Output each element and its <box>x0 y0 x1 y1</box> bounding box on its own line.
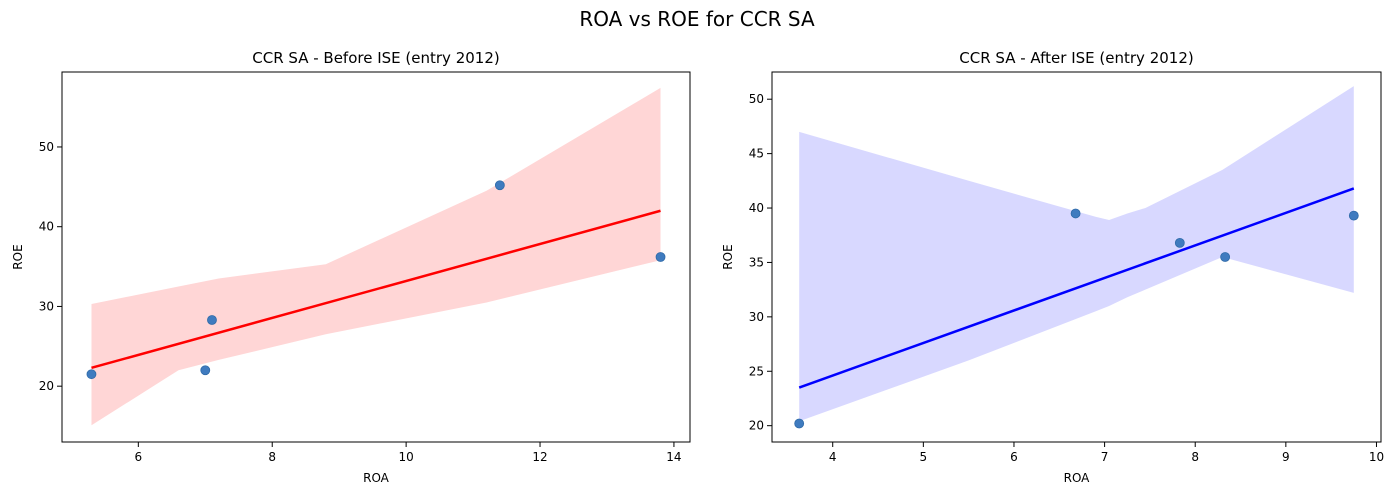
x-tick-label: 4 <box>829 450 837 464</box>
y-tick-label: 50 <box>749 92 764 106</box>
x-tick-label: 7 <box>1101 450 1109 464</box>
data-point <box>200 365 211 376</box>
x-tick-label: 10 <box>1369 450 1384 464</box>
x-tick-label: 10 <box>398 450 413 464</box>
data-point <box>1348 210 1359 221</box>
x-tick-label: 8 <box>268 450 276 464</box>
y-tick-label: 20 <box>39 379 54 393</box>
plot-frame <box>61 71 691 443</box>
y-tick-label: 25 <box>749 364 764 378</box>
y-axis-label: ROE <box>11 244 25 269</box>
x-tick-label: 5 <box>920 450 928 464</box>
regression-line <box>798 187 1355 389</box>
data-point <box>1070 208 1081 219</box>
data-point <box>655 252 666 262</box>
y-tick-label: 45 <box>749 147 764 161</box>
y-tick-label: 50 <box>39 140 54 154</box>
plot-frame <box>771 71 1382 443</box>
y-tick-label: 30 <box>39 299 54 313</box>
x-tick-label: 14 <box>666 450 681 464</box>
y-tick-label: 35 <box>749 255 764 269</box>
regression-line <box>91 209 661 370</box>
x-axis-label: ROA <box>1064 471 1091 485</box>
chart-before-ise: 6 8 10 12 14 20 30 40 50 CCR SA - Before ISE (ent… <box>11 49 691 485</box>
confidence-band <box>799 86 1354 422</box>
chart-title: CCR SA - Before ISE (entry 2012) <box>252 49 499 67</box>
data-point <box>794 418 805 429</box>
confidence-band <box>91 87 661 426</box>
x-tick-label: 9 <box>1282 450 1290 464</box>
chart-title: CCR SA - After ISE (entry 2012) <box>959 49 1193 67</box>
figure-title: ROA vs ROE for CCR SA <box>579 7 815 31</box>
y-tick-label: 20 <box>749 419 764 433</box>
x-axis-label: ROA <box>363 471 390 485</box>
data-point <box>207 315 217 325</box>
y-tick-label: 30 <box>749 310 764 324</box>
data-point <box>494 180 505 191</box>
data-point <box>86 369 97 380</box>
data-point <box>1174 237 1185 248</box>
y-axis-label: ROE <box>721 244 735 269</box>
y-tick-label: 40 <box>749 201 764 215</box>
x-tick-label: 6 <box>1010 450 1018 464</box>
x-tick-label: 12 <box>532 450 547 464</box>
data-point <box>1220 252 1231 262</box>
x-tick-label: 8 <box>1191 450 1199 464</box>
x-tick-label: 6 <box>135 450 143 464</box>
y-tick-label: 40 <box>39 220 54 234</box>
